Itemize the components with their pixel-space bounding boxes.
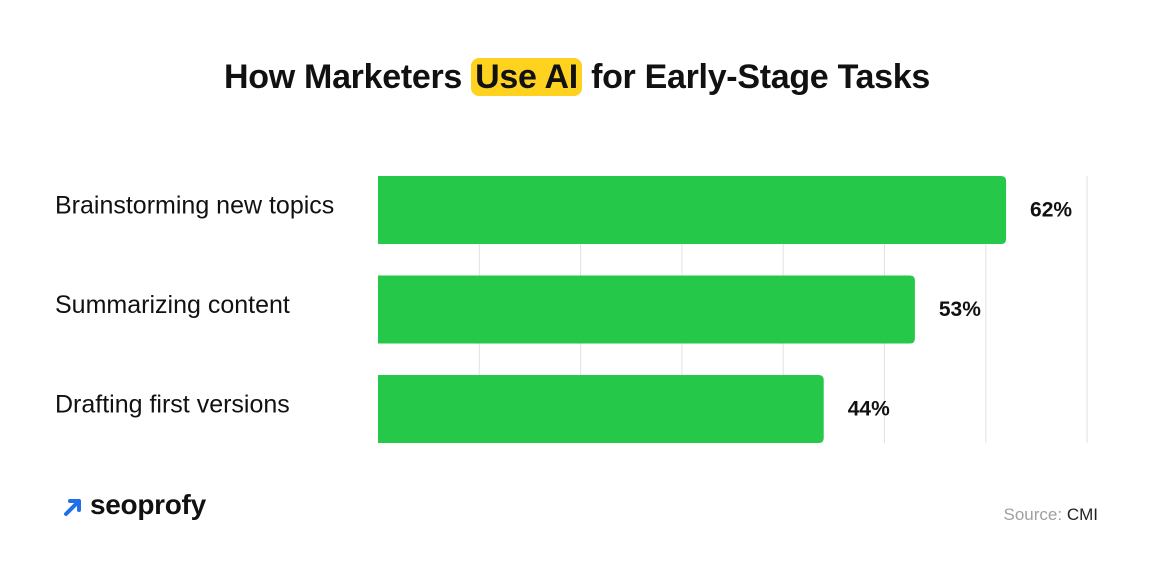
bar <box>378 176 1007 244</box>
category-label: Summarizing content <box>55 291 290 319</box>
source-note: Source: CMI <box>1004 505 1099 525</box>
value-label: 62% <box>1030 199 1072 222</box>
title-before: How Marketers <box>224 58 472 96</box>
bar <box>378 375 824 443</box>
title-after: for Early-Stage Tasks <box>581 58 930 96</box>
chart-title: How Marketers Use AI for Early-Stage Tas… <box>0 58 1154 97</box>
value-label: 44% <box>848 398 890 421</box>
category-label: Brainstorming new topics <box>55 192 334 220</box>
value-label: 53% <box>939 298 981 321</box>
category-label: Drafting first versions <box>55 391 290 419</box>
bar <box>378 275 915 344</box>
arrow-up-right-icon <box>64 499 81 516</box>
brand-logo: seoprofy <box>62 489 206 521</box>
source-value: CMI <box>1066 505 1098 524</box>
title-highlight: Use AI <box>471 58 582 96</box>
brand-name: seoprofy <box>90 489 206 520</box>
source-label: Source: <box>1003 505 1063 524</box>
